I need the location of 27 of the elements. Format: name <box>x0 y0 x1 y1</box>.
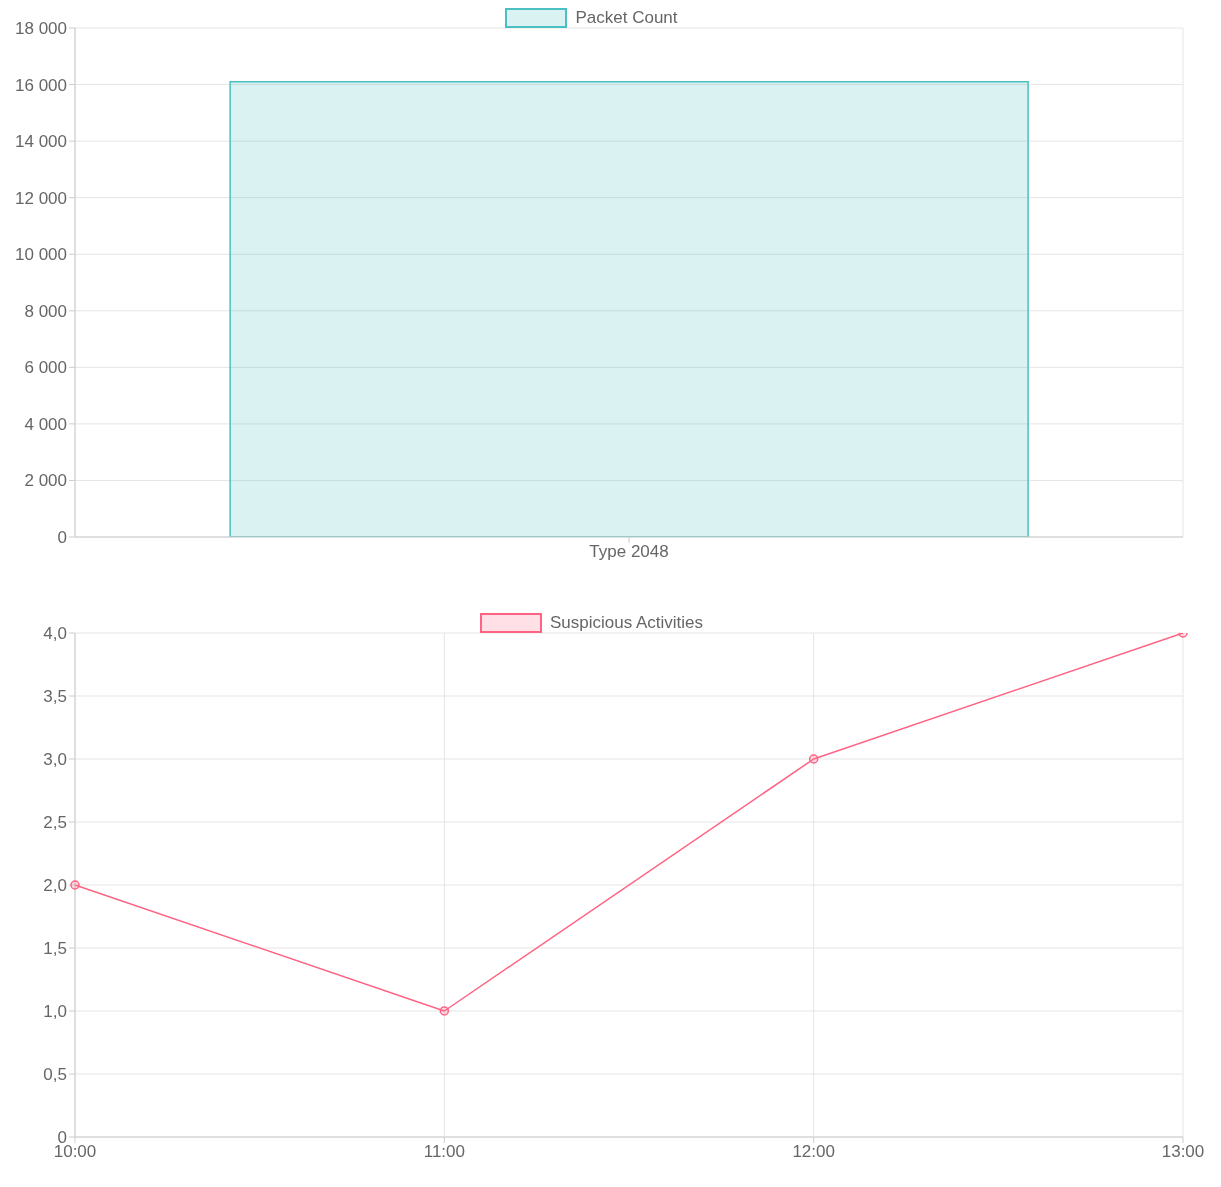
y-tick-label: 0 <box>57 528 67 548</box>
point <box>70 880 80 890</box>
y-tick-label: 6 000 <box>24 358 67 378</box>
y-tick-label: 14 000 <box>15 132 67 152</box>
y-tick-label: 10 000 <box>15 245 67 265</box>
point <box>808 754 819 764</box>
y-tick-label: 1,5 <box>43 939 67 959</box>
point <box>439 1006 450 1016</box>
y-tick-label: 2,5 <box>43 813 67 833</box>
y-tick-label: 18 000 <box>15 19 67 39</box>
x-tick-label: 11:00 <box>423 1142 465 1162</box>
x-tick-label: Type 2048 <box>589 542 669 562</box>
y-tick-label: 3,0 <box>43 750 67 770</box>
y-tick-label: 4 000 <box>24 414 67 434</box>
y-tick-label: 8 000 <box>24 301 67 321</box>
y-tick-label: 12 000 <box>15 188 67 208</box>
y-tick-label: 4,0 <box>43 624 67 644</box>
y-tick-label: 3,5 <box>43 687 67 707</box>
x-tick-label: 13:00 <box>1161 1142 1205 1162</box>
y-tick-label: 16 000 <box>15 75 67 95</box>
x-tick-label: 12:00 <box>792 1142 835 1162</box>
y-tick-label: 2 000 <box>24 471 67 491</box>
legend-label: Packet Count <box>575 8 678 28</box>
y-tick-label: 1,0 <box>43 1002 67 1022</box>
legend-label: Suspicious Activities <box>549 613 704 633</box>
y-tick-label: 2,0 <box>43 876 67 896</box>
y-tick-label: 0,5 <box>43 1065 67 1085</box>
